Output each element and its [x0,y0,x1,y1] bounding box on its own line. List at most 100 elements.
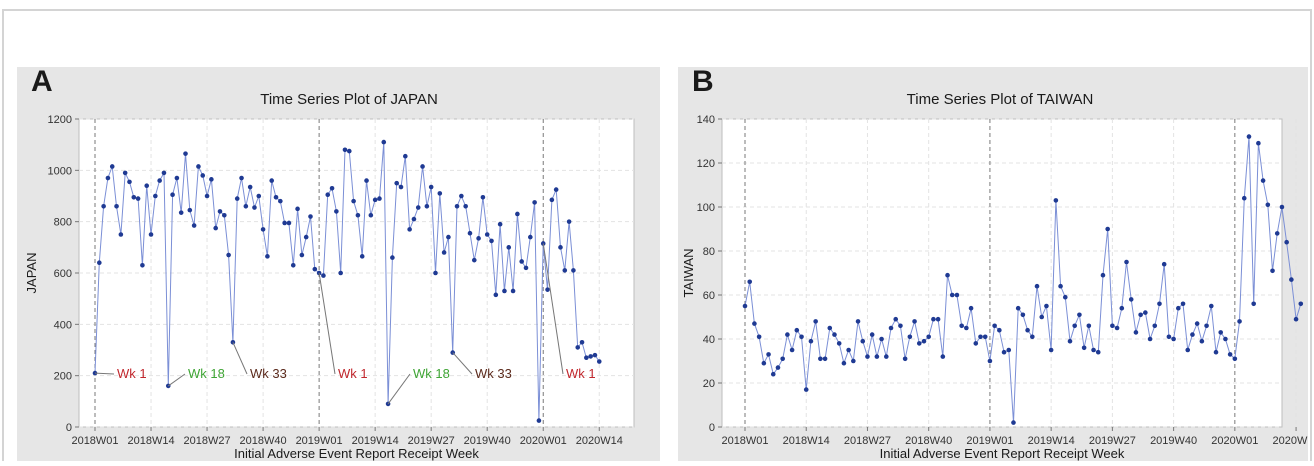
data-point [532,200,537,205]
data-point [1081,345,1087,351]
data-point [1039,314,1045,320]
chart-a-xlabel: Initial Adverse Event Report Receipt Wee… [234,446,479,461]
data-point [978,334,983,340]
data-point [931,316,936,322]
data-point [1119,305,1125,311]
data-point [1293,316,1299,322]
data-point [1265,202,1271,208]
y-tick-label: 0 [66,422,72,434]
data-point [1284,239,1289,245]
data-point [851,358,856,364]
data-point [191,223,197,228]
data-point [874,354,880,359]
data-point [1166,334,1172,340]
data-point [437,191,443,196]
data-point [794,327,800,333]
annotation-label: Wk 18 [413,366,450,381]
data-point [827,325,833,331]
data-point [1227,352,1233,357]
x-tick-label: 2019W14 [1028,435,1075,447]
x-tick-label: 2018W27 [844,435,891,447]
data-point [148,232,154,237]
data-point [982,334,988,340]
annotation-leader [387,373,411,405]
data-point [898,323,903,329]
data-point [105,175,111,181]
data-point [766,352,771,357]
chart-b-xlabel: Initial Adverse Event Report Receipt Wee… [880,446,1125,461]
data-point [153,193,158,199]
data-point [549,197,555,203]
data-point [1279,204,1285,210]
data-point [1133,330,1139,335]
data-point [170,192,175,198]
data-point [1161,261,1167,267]
data-point [992,323,997,329]
data-point [476,236,481,241]
data-point [131,194,137,200]
data-point [234,196,240,201]
data-point [803,387,809,392]
y-tick-label: 0 [709,422,715,434]
data-point [377,196,382,201]
data-point [411,216,417,222]
chart-b-title: Time Series Plot of TAIWAN [907,91,1094,108]
data-point [428,184,434,190]
x-tick-label: 2020W14 [1273,435,1308,447]
data-point [109,164,115,169]
data-point [1171,336,1176,342]
data-point [493,292,499,298]
data-point [364,178,369,183]
data-point [1199,338,1205,344]
data-point [1062,294,1068,300]
data-point [893,316,899,322]
data-point [299,252,305,258]
data-point [1232,356,1238,362]
panel-a: A 0 200 400 600 800 1000 1200 2018W01 2018W14 201… [17,65,660,461]
data-point [282,220,287,226]
x-tick-label: 2018W40 [240,435,287,447]
y-tick-label: 40 [703,334,715,346]
data-point [855,319,861,324]
data-point [355,212,361,218]
y-tick-label: 400 [54,319,72,331]
data-point [359,254,365,259]
data-point [860,338,866,344]
data-point [1180,301,1186,307]
data-point [813,319,818,324]
chart-b-svg: 0 20 40 60 80 100 120 140 2018W01 2018W14 2018W27 2… [681,91,1314,461]
data-point [506,245,512,250]
data-point [1077,312,1082,318]
data-point [752,321,757,326]
data-point [940,354,946,359]
data-point [368,212,374,218]
data-point [101,203,106,209]
data-point [342,147,348,153]
data-point [558,245,563,250]
data-point [545,287,550,292]
x-tick-label: 2019W01 [966,435,1013,447]
data-point [446,234,451,240]
y-tick-label: 60 [703,290,715,302]
data-point [775,365,781,370]
data-point [968,305,974,311]
data-point [278,198,283,204]
data-point [1204,323,1209,329]
x-tick-label: 2019W01 [296,435,343,447]
annotation-leader [167,373,186,387]
data-point [836,341,842,346]
data-point [1105,226,1110,232]
y-tick-label: 1000 [48,165,72,177]
data-point [987,358,993,364]
data-point [265,254,270,259]
data-point [200,173,206,178]
data-point [1091,347,1096,353]
data-point [140,263,145,268]
data-point [1241,195,1247,201]
data-point [997,327,1002,333]
data-point [818,356,823,362]
data-point [1185,347,1191,353]
data-point [403,153,408,159]
data-point [1001,349,1007,355]
x-tick-label: 2020W01 [1211,435,1258,447]
